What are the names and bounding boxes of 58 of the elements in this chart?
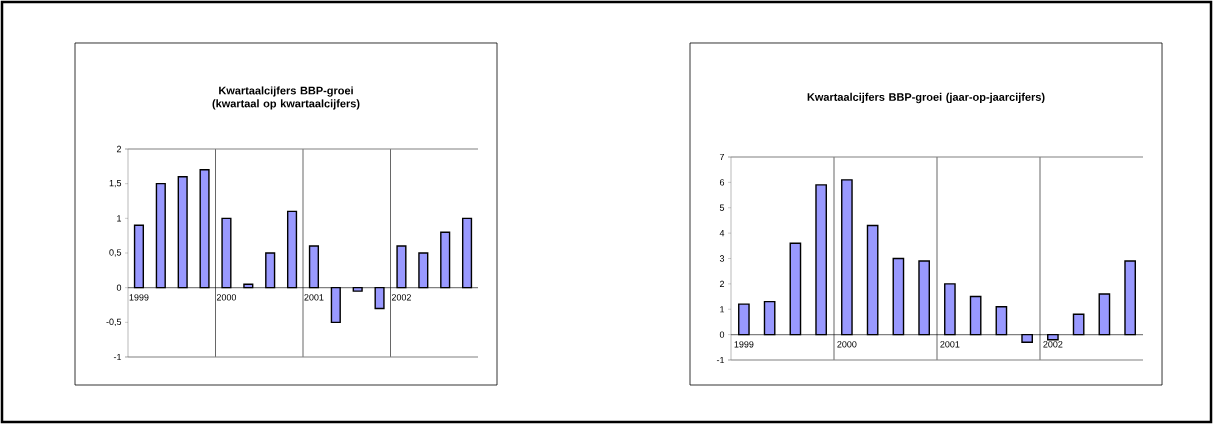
x-tick-label: 2000	[837, 341, 857, 348]
bar	[199, 169, 210, 289]
y-tick-label: 2	[116, 145, 122, 153]
bar	[944, 283, 956, 336]
bar	[763, 300, 776, 336]
x-tick-label: 2002	[391, 294, 411, 301]
y-tick-label: 1	[117, 215, 122, 222]
bar	[738, 303, 750, 336]
bar	[352, 286, 363, 292]
bar	[396, 245, 407, 289]
y-tick-label: 0	[719, 331, 725, 338]
bar	[155, 182, 166, 289]
bar	[286, 210, 298, 289]
chart-title: Kwartaalcijfers BBP-groei (jaar-op-jaarcijfers)	[807, 92, 1045, 104]
bar	[1047, 333, 1059, 341]
y-tick-label: 4	[719, 230, 725, 237]
bar	[815, 184, 827, 336]
y-tick-label: 3	[719, 255, 725, 262]
bar	[440, 231, 451, 289]
y-tick-label: -1	[113, 353, 122, 361]
y-tick-label: 7	[719, 153, 725, 161]
y-tick-label: 1	[720, 306, 725, 313]
y-tick-label: 0	[116, 284, 122, 291]
bar	[969, 295, 982, 336]
x-tick-label: 2002	[1043, 341, 1063, 348]
chart-title: Kwartaalcijfers BBP-groei (kwartaal op kwartaalcijfers)	[212, 86, 360, 110]
x-tick-label: 2000	[216, 294, 237, 301]
bar	[374, 286, 385, 310]
bar	[133, 224, 145, 289]
bar	[789, 242, 802, 336]
x-tick-label: 2001	[304, 294, 324, 301]
bar	[918, 260, 930, 336]
bar	[177, 176, 188, 289]
bar	[866, 224, 879, 336]
y-tick-label: -0,5	[106, 318, 122, 327]
bar	[1072, 313, 1085, 336]
bar	[1021, 333, 1033, 343]
y-tick-label: 1,5	[109, 180, 122, 188]
bar	[221, 217, 232, 289]
y-tick-label: 6	[719, 179, 725, 186]
x-tick-label: 1999	[129, 294, 149, 301]
y-tick-label: 0,5	[109, 249, 122, 257]
bar	[243, 283, 254, 289]
bar	[892, 257, 905, 336]
bar	[995, 306, 1008, 336]
bar	[841, 179, 853, 336]
x-tick-label: 2001	[940, 341, 960, 348]
bar	[1124, 260, 1136, 336]
bar	[308, 245, 320, 289]
bar	[330, 286, 341, 324]
bar	[418, 252, 429, 289]
y-tick-label: 5	[719, 204, 725, 211]
bar	[1098, 293, 1111, 336]
x-tick-label: 1999	[734, 341, 754, 348]
bar	[265, 252, 276, 289]
y-tick-label: -1	[716, 356, 725, 364]
y-tick-label: 2	[719, 280, 725, 287]
bar	[461, 217, 473, 289]
